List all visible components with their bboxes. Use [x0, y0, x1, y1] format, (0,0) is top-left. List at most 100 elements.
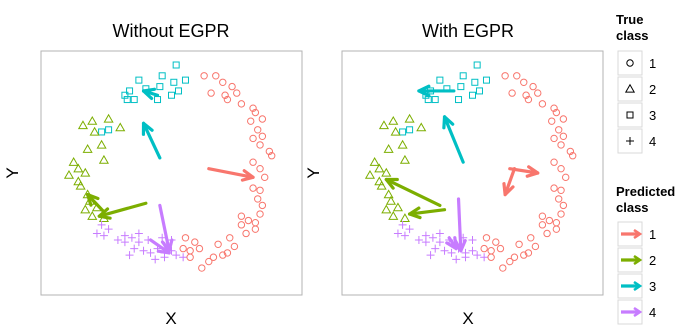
legend-predicted-label: 2: [649, 253, 656, 268]
data-point: [435, 229, 444, 238]
data-point: [455, 96, 463, 104]
data-point: [103, 113, 114, 123]
legend-predicted-title-line2: class: [616, 200, 649, 215]
data-point: [200, 72, 208, 80]
data-point: [364, 169, 376, 179]
data-point: [256, 141, 264, 149]
data-point: [468, 235, 477, 244]
data-point: [552, 108, 561, 117]
data-point: [96, 139, 107, 149]
legend-shape-square: [626, 111, 634, 119]
data-point: [459, 72, 467, 80]
panel-arrows-with-egpr: [384, 84, 540, 253]
data-point: [426, 251, 435, 260]
panel-title-with-egpr: With EGPR: [422, 21, 514, 41]
data-point: [545, 216, 554, 225]
data-point: [179, 253, 188, 262]
arrow-head: [525, 165, 540, 178]
data-point: [237, 212, 246, 220]
legend-arrow-head: [633, 306, 643, 318]
data-point: [381, 204, 392, 214]
data-point: [219, 251, 227, 259]
data-point: [527, 234, 535, 242]
arrow-head: [445, 236, 458, 251]
data-point: [398, 220, 407, 229]
legend-shape-plus: [626, 137, 634, 145]
data-point: [473, 61, 481, 69]
data-point: [400, 231, 409, 240]
data-point: [174, 87, 182, 95]
data-point: [557, 186, 565, 194]
data-point: [388, 115, 399, 125]
data-point: [399, 213, 410, 223]
data-point: [562, 173, 570, 182]
data-point: [520, 251, 528, 259]
data-point: [223, 249, 232, 257]
data-point: [566, 147, 575, 156]
data-point: [399, 154, 410, 164]
data-point: [531, 242, 540, 251]
data-point: [393, 229, 402, 238]
data-point: [452, 255, 461, 264]
data-point: [139, 246, 148, 255]
data-point: [557, 164, 565, 173]
data-point: [461, 253, 470, 262]
data-point: [510, 253, 519, 261]
data-point: [548, 117, 556, 125]
data-point: [480, 253, 489, 262]
data-point: [207, 89, 215, 97]
panel-arrows-without-egpr: [86, 87, 255, 255]
data-point: [179, 244, 187, 253]
data-point: [538, 100, 547, 108]
data-point: [482, 234, 491, 242]
data-point: [522, 91, 530, 99]
arrow-shaft: [158, 203, 171, 253]
data-point: [559, 132, 568, 140]
legend-key-box: [617, 50, 643, 76]
data-point: [251, 108, 260, 117]
legend-true-title-line1: True: [616, 12, 643, 27]
legend-arrow-head: [633, 228, 643, 240]
data-point: [256, 186, 264, 194]
data-point: [550, 158, 558, 166]
data-point: [251, 225, 260, 233]
data-point: [520, 78, 528, 86]
data-point: [508, 89, 516, 97]
data-point: [73, 176, 84, 186]
arrow-shaft: [442, 115, 465, 164]
data-point: [256, 164, 264, 173]
arrow-head: [442, 115, 455, 130]
data-point: [89, 126, 100, 136]
arrow-shaft: [141, 121, 162, 160]
legend-predicted-class: Predicted class 1 2 3 4: [616, 184, 675, 325]
data-point: [258, 115, 267, 123]
arrow-shaft: [384, 177, 442, 207]
data-point: [249, 184, 257, 192]
legend-predicted-label: 1: [649, 227, 656, 242]
data-point: [198, 264, 206, 272]
data-point: [151, 255, 160, 264]
data-point: [559, 201, 568, 210]
data-point: [543, 229, 551, 238]
data-point: [397, 139, 408, 149]
data-point: [181, 234, 190, 242]
data-point: [63, 169, 75, 179]
data-point: [256, 210, 264, 218]
data-point: [376, 180, 387, 190]
data-point: [383, 189, 394, 199]
data-point: [534, 89, 542, 97]
data-point: [471, 78, 479, 86]
data-point: [524, 95, 533, 104]
panel-title-without-egpr: Without EGPR: [112, 21, 229, 41]
data-point: [381, 167, 392, 177]
data-point: [186, 253, 194, 261]
data-point: [385, 195, 397, 205]
data-point: [120, 238, 129, 247]
data-point: [195, 244, 204, 253]
data-point: [73, 163, 84, 173]
data-point: [496, 244, 505, 253]
data-point: [506, 257, 514, 266]
arrow-shaft: [207, 167, 255, 179]
data-point: [209, 253, 218, 261]
